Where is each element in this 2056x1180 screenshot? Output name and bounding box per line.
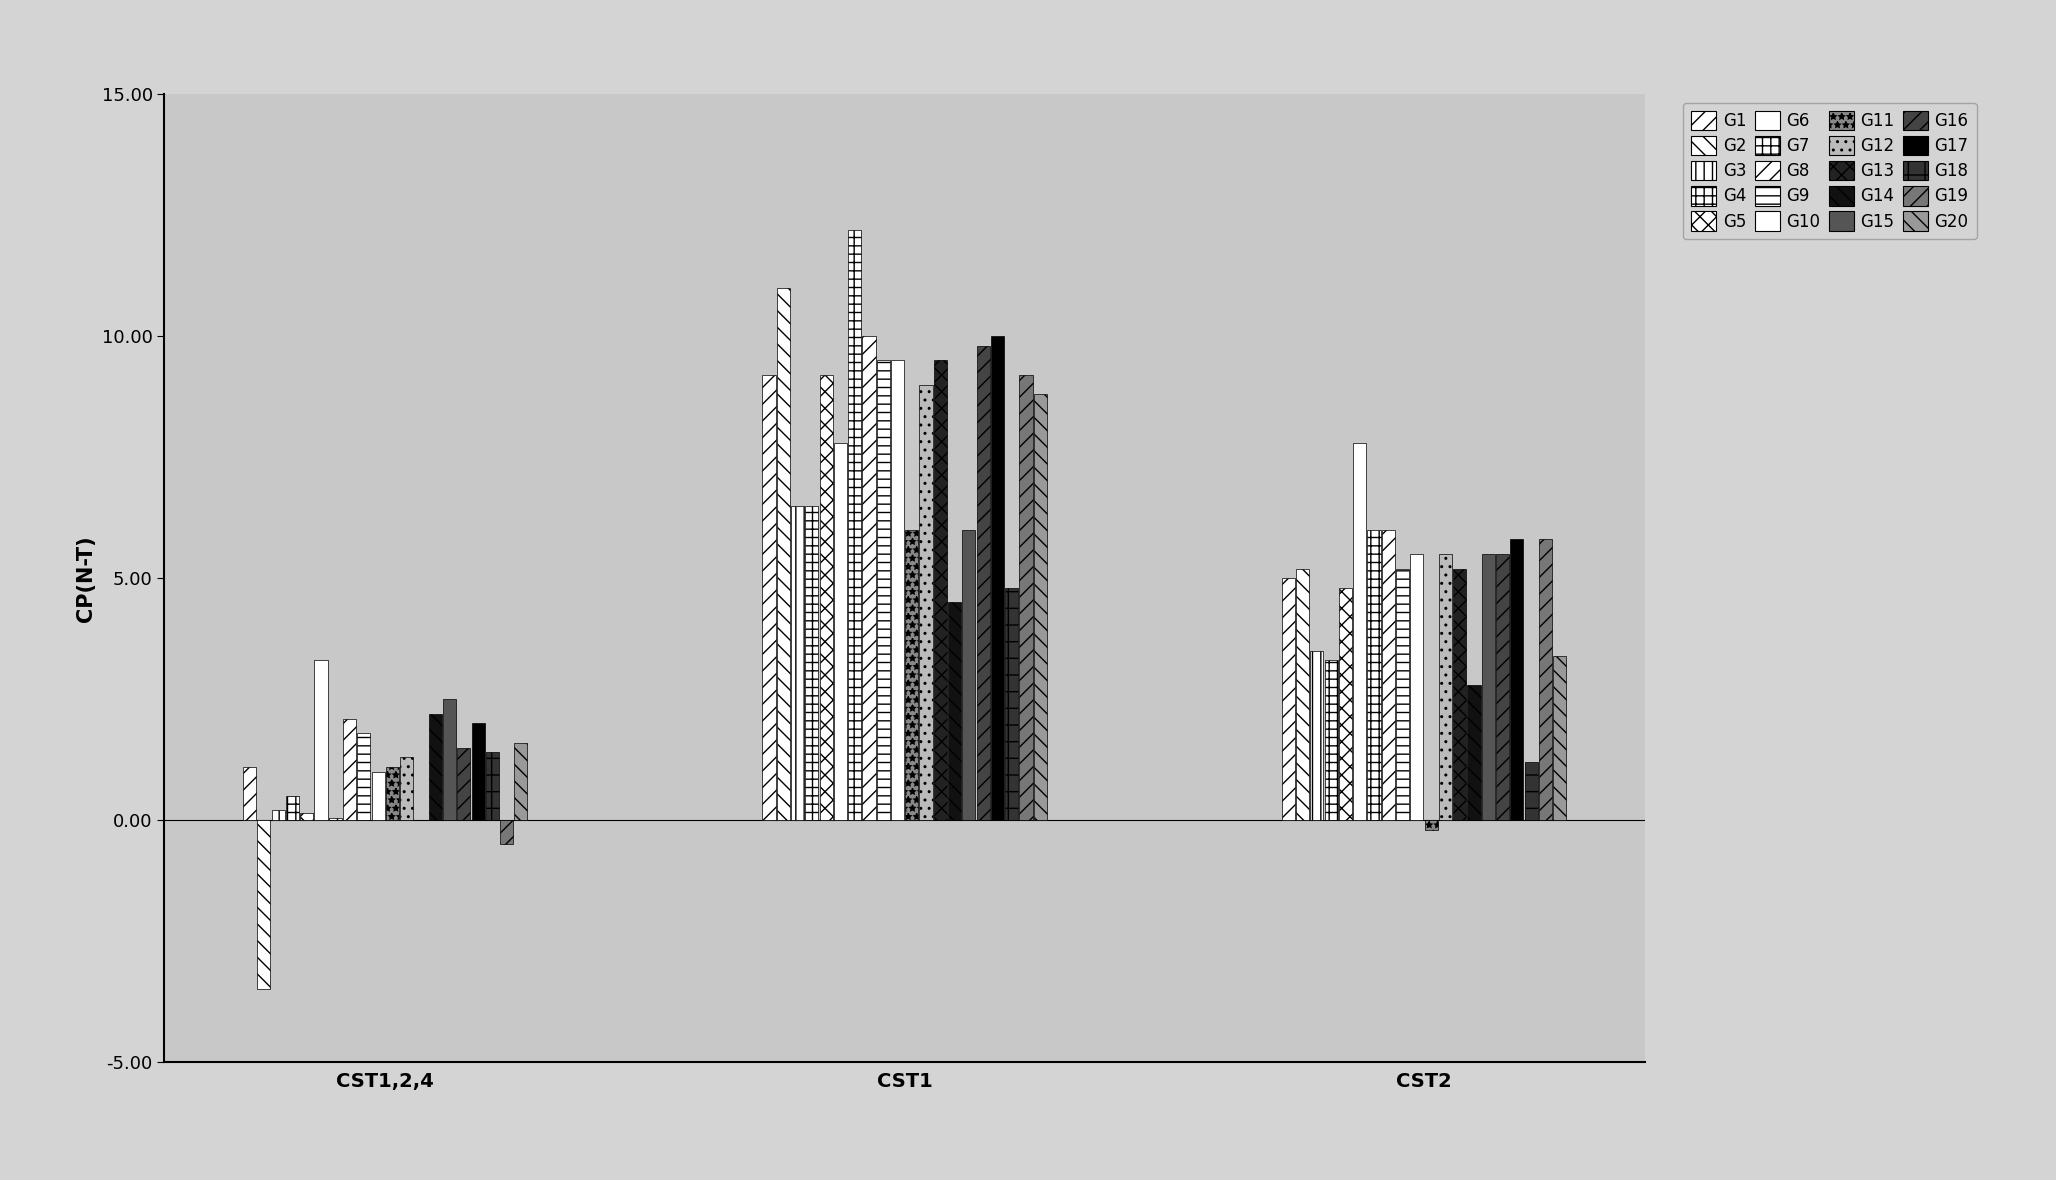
Bar xyxy=(1382,530,1394,820)
Bar xyxy=(387,767,399,820)
Bar xyxy=(286,796,298,820)
Bar xyxy=(1005,588,1018,820)
Bar xyxy=(428,714,442,820)
Bar xyxy=(861,336,876,820)
Bar xyxy=(1552,656,1567,820)
Bar xyxy=(1396,569,1408,820)
Bar xyxy=(905,530,919,820)
Bar xyxy=(401,758,413,820)
Bar xyxy=(1410,555,1423,820)
Bar xyxy=(300,813,313,820)
Bar xyxy=(1468,684,1480,820)
Bar xyxy=(315,661,327,820)
Bar xyxy=(1425,820,1437,830)
Bar xyxy=(806,506,818,820)
Bar xyxy=(1281,578,1295,820)
Bar xyxy=(471,723,485,820)
Bar xyxy=(1295,569,1310,820)
Bar xyxy=(329,818,341,820)
Bar xyxy=(933,361,948,820)
Bar xyxy=(1353,442,1367,820)
Bar xyxy=(1538,539,1552,820)
Bar xyxy=(1324,661,1338,820)
Bar xyxy=(1034,394,1047,820)
Bar xyxy=(442,699,456,820)
Bar xyxy=(847,230,861,820)
Bar xyxy=(948,603,962,820)
Bar xyxy=(456,748,471,820)
Bar xyxy=(876,361,890,820)
Y-axis label: CP(N-T): CP(N-T) xyxy=(76,535,97,622)
Bar xyxy=(792,506,804,820)
Bar xyxy=(257,820,271,989)
Bar xyxy=(243,767,257,820)
Bar xyxy=(271,811,284,820)
Legend: G1, G2, G3, G4, G5, G6, G7, G8, G9, G10, G11, G12, G13, G14, G15, G16, G17, G18,: G1, G2, G3, G4, G5, G6, G7, G8, G9, G10,… xyxy=(1682,103,1976,240)
Bar xyxy=(1310,651,1324,820)
Bar xyxy=(500,820,514,845)
Bar xyxy=(1020,375,1032,820)
Bar xyxy=(777,288,790,820)
Bar xyxy=(1497,555,1509,820)
Bar xyxy=(962,530,975,820)
Bar xyxy=(1367,530,1382,820)
Bar xyxy=(1526,762,1538,820)
Bar xyxy=(763,375,775,820)
Bar xyxy=(1454,569,1466,820)
Bar xyxy=(1439,555,1452,820)
Bar xyxy=(343,719,356,820)
Bar xyxy=(514,742,528,820)
Bar xyxy=(1338,588,1353,820)
Bar xyxy=(358,733,370,820)
Bar xyxy=(835,442,847,820)
Bar xyxy=(485,753,500,820)
Bar xyxy=(977,346,989,820)
Bar xyxy=(890,361,905,820)
Bar xyxy=(372,772,384,820)
Bar xyxy=(1511,539,1523,820)
Bar xyxy=(919,385,933,820)
Bar xyxy=(1482,555,1495,820)
Bar xyxy=(820,375,833,820)
Bar xyxy=(991,336,1003,820)
